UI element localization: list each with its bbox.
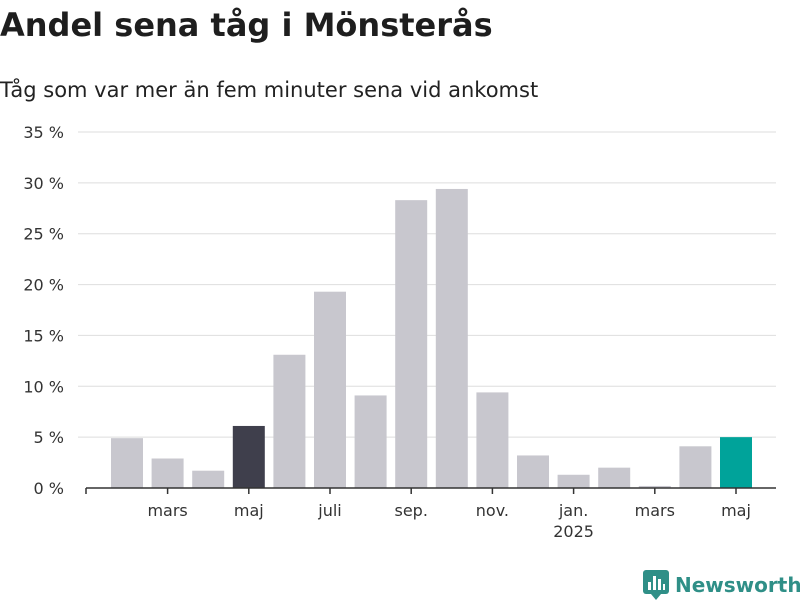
- x-tick-label: juli: [317, 501, 341, 520]
- bar-2025-01: [557, 474, 590, 488]
- brand-name: Newsworthy: [675, 573, 800, 597]
- bar-2024-05: [232, 425, 265, 488]
- bar-2024-07: [314, 291, 346, 488]
- y-tick-label: 15 %: [23, 326, 64, 345]
- bar-2024-10: [435, 188, 468, 488]
- x-tick-label: jan.: [558, 501, 588, 520]
- x-tick-label: maj: [721, 501, 751, 520]
- bar-2024-02: [111, 438, 143, 488]
- bar-2025-04: [679, 446, 712, 488]
- chart-subtitle: Tåg som var mer än fem minuter sena vid …: [0, 78, 539, 102]
- bar-2024-03: [151, 458, 184, 488]
- bar-2024-04: [192, 470, 225, 488]
- x-tick-label: maj: [234, 501, 264, 520]
- bar-2025-02: [598, 467, 631, 488]
- newsworthy-logo-icon: [643, 570, 669, 600]
- bar-2024-08: [354, 395, 387, 488]
- x-tick-label: mars: [635, 501, 675, 520]
- x-tick-label: nov.: [476, 501, 509, 520]
- bar-2025-03: [638, 485, 671, 488]
- bar-2024-11: [476, 392, 509, 488]
- y-tick-label: 30 %: [23, 174, 64, 193]
- x-tick-label: sep.: [394, 501, 427, 520]
- bar-2025-05: [720, 437, 752, 488]
- chart-title: Andel sena tåg i Mönsterås: [0, 6, 493, 44]
- bar-chart: 0 % 5 % 10 % 15 % 20 % 25 % 30 % 35 % mars maj jul…: [23, 123, 776, 541]
- brand-logo: Newsworthy: [643, 570, 800, 600]
- x-tick-sublabel: 2025: [553, 522, 594, 541]
- y-tick-label: 35 %: [23, 123, 64, 142]
- y-tick-label: 10 %: [23, 377, 64, 396]
- y-tick-label: 0 %: [34, 479, 64, 498]
- y-tick-label: 20 %: [23, 276, 64, 295]
- y-tick-label: 5 %: [34, 428, 64, 447]
- x-tick-label: mars: [147, 501, 187, 520]
- bar-2024-12: [517, 455, 549, 488]
- bar-2024-06: [273, 354, 306, 488]
- y-tick-label: 25 %: [23, 225, 64, 244]
- bar-2024-09: [395, 200, 428, 489]
